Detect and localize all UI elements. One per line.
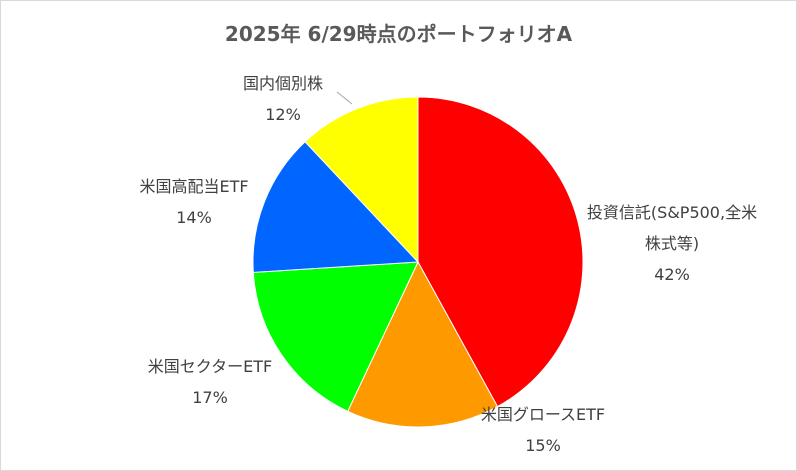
category-label: 米国高配当ETF [139,177,249,196]
value-label: 42% [654,265,690,284]
chart-title: 2025年 6/29時点のポートフォリオA [224,22,573,46]
value-label: 15% [525,436,561,455]
category-label: 投資信託(S&P500,全米株式等) [586,203,758,253]
pie-slice [252,141,420,273]
pie-slice [417,96,584,408]
category-label: 米国グロースETF [480,405,606,424]
pie-slice [304,96,419,264]
leader-line [336,91,353,105]
category-label: 国内個別株 [242,74,323,93]
category-label: 米国セクターETF [147,357,273,376]
pie-slice [347,260,499,428]
pie-slice [252,261,419,412]
value-label: 12% [265,105,301,124]
value-label: 14% [176,208,212,227]
value-label: 17% [192,388,228,407]
